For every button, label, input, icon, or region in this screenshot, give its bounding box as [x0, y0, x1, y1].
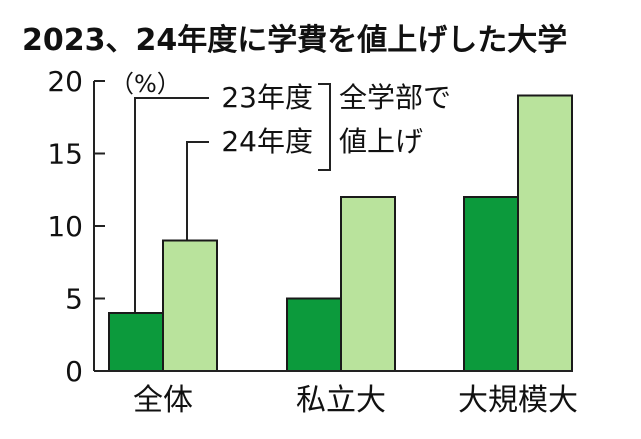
bar-2-3 [517, 94, 573, 372]
bars [94, 94, 573, 372]
y-tick-label: 5 [65, 283, 83, 316]
legend-entry: 23年度 [221, 81, 313, 114]
bar-1-2 [286, 297, 342, 372]
category-label: 全体 [133, 383, 193, 418]
y-tick-label: 0 [65, 355, 83, 388]
x-axis-categories: 全体 私立大 大規模大 [133, 383, 578, 418]
legend-entry: 24年度 [221, 125, 313, 158]
legend-leader-line [186, 141, 209, 240]
category-label: 私立大 [296, 383, 386, 418]
y-tick-label: 10 [47, 210, 83, 243]
y-tick-label: 15 [47, 138, 83, 171]
y-tick-label: 20 [47, 65, 83, 98]
bar-1-3 [463, 196, 519, 372]
legend-group-label: 値上げ [339, 125, 423, 158]
y-unit-label: （%） [110, 70, 181, 98]
legend-group-label: 全学部で [339, 81, 451, 114]
category-label: 大規模大 [458, 383, 578, 418]
legend-leader-line [134, 97, 209, 312]
bar-1-1 [108, 312, 164, 372]
bar-2-2 [340, 196, 396, 372]
bar-2-1 [162, 239, 218, 372]
legend-bracket [318, 83, 331, 171]
chart-title: 2023、24年度に学費を値上げした大学 [22, 23, 567, 58]
y-axis: 0 5 10 15 20 （%） [47, 65, 180, 388]
